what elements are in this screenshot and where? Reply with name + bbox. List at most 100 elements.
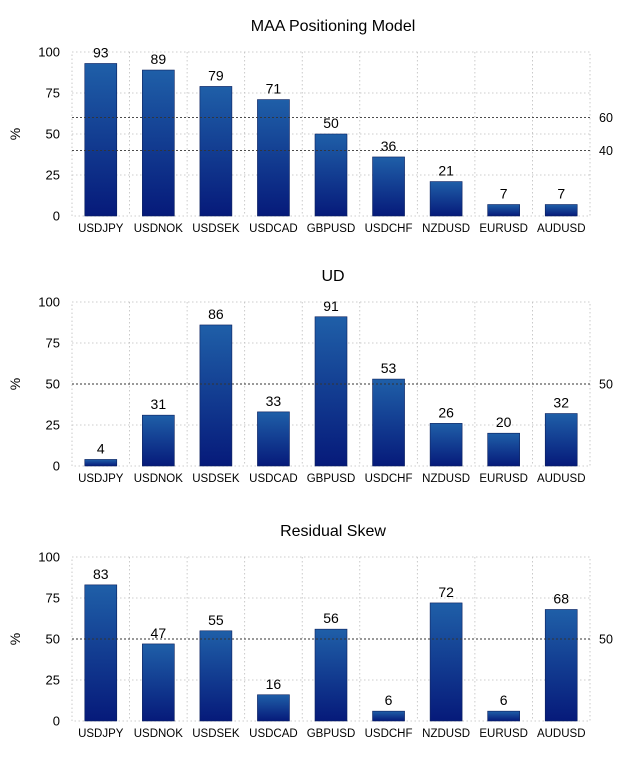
data-label: 72 xyxy=(438,584,454,600)
bar xyxy=(142,643,175,722)
data-label: 55 xyxy=(208,612,224,628)
category-label: USDJPY xyxy=(78,728,124,740)
bar xyxy=(372,156,405,217)
category-label: USDCAD xyxy=(249,728,298,740)
data-label: 16 xyxy=(266,676,282,692)
data-label: 26 xyxy=(438,404,454,420)
data-label: 20 xyxy=(496,414,512,430)
data-label: 86 xyxy=(208,306,224,322)
bar xyxy=(429,181,463,217)
bar xyxy=(84,584,118,722)
y-tick-label: 100 xyxy=(38,550,60,565)
bar xyxy=(142,414,175,467)
category-label: USDSEK xyxy=(192,223,240,235)
data-label: 6 xyxy=(385,692,393,708)
data-label: 36 xyxy=(381,138,397,154)
bar xyxy=(199,630,233,722)
category-label: GBPUSD xyxy=(307,473,356,485)
reference-line-label: 40 xyxy=(599,144,613,158)
bar xyxy=(257,411,290,467)
y-tick-label: 50 xyxy=(46,632,60,647)
y-axis-label: % xyxy=(7,633,23,645)
data-label: 31 xyxy=(151,396,167,412)
data-label: 4 xyxy=(97,440,105,456)
y-axis-label: % xyxy=(7,378,23,390)
data-label: 53 xyxy=(381,360,397,376)
y-tick-label: 100 xyxy=(38,295,60,310)
reference-line-label: 50 xyxy=(599,378,613,392)
data-label: 56 xyxy=(323,610,339,626)
category-label: GBPUSD xyxy=(307,223,356,235)
y-tick-label: 75 xyxy=(46,591,60,606)
category-label: NZDUSD xyxy=(422,728,470,740)
data-label: 47 xyxy=(151,625,167,641)
y-tick-label: 25 xyxy=(46,673,60,688)
category-label: USDSEK xyxy=(192,473,240,485)
data-label: 33 xyxy=(266,393,282,409)
bar xyxy=(544,609,578,722)
data-label: 93 xyxy=(93,44,109,60)
data-label: 7 xyxy=(500,186,508,202)
category-label: AUDUSD xyxy=(537,223,586,235)
data-label: 83 xyxy=(93,566,109,582)
data-label: 21 xyxy=(438,163,454,179)
data-label: 6 xyxy=(500,692,508,708)
y-tick-label: 75 xyxy=(46,336,60,351)
category-label: USDCAD xyxy=(249,473,298,485)
bar xyxy=(314,133,348,217)
bar xyxy=(544,204,578,217)
category-label: USDCHF xyxy=(365,728,413,740)
category-label: USDNOK xyxy=(134,473,184,485)
bar xyxy=(429,602,463,722)
bar xyxy=(544,413,578,467)
bar xyxy=(372,710,405,722)
bar xyxy=(257,694,290,722)
data-label: 68 xyxy=(553,590,569,606)
category-label: USDNOK xyxy=(134,728,184,740)
bar xyxy=(487,710,520,722)
category-label: AUDUSD xyxy=(537,473,586,485)
data-label: 89 xyxy=(151,51,167,67)
reference-line-label: 60 xyxy=(599,111,613,125)
category-label: USDCHF xyxy=(365,223,413,235)
category-label: USDJPY xyxy=(78,473,124,485)
category-label: USDCHF xyxy=(365,473,413,485)
data-label: 32 xyxy=(553,395,569,411)
y-tick-label: 0 xyxy=(53,459,60,474)
category-label: NZDUSD xyxy=(422,223,470,235)
bar xyxy=(199,324,233,467)
category-label: GBPUSD xyxy=(307,728,356,740)
bar xyxy=(84,63,118,217)
category-label: USDCAD xyxy=(249,223,298,235)
reference-line-label: 50 xyxy=(599,633,613,647)
bar xyxy=(314,628,348,722)
data-label: 71 xyxy=(266,81,282,97)
bar xyxy=(142,69,175,217)
y-axis-label: % xyxy=(7,128,23,140)
bar xyxy=(84,459,118,467)
category-label: EURUSD xyxy=(479,728,528,740)
category-label: NZDUSD xyxy=(422,473,470,485)
bar xyxy=(314,316,348,467)
chart-title: MAA Positioning Model xyxy=(251,18,416,35)
category-label: AUDUSD xyxy=(537,728,586,740)
category-label: USDSEK xyxy=(192,728,240,740)
bar xyxy=(487,204,520,217)
bar xyxy=(429,423,463,467)
y-tick-label: 100 xyxy=(38,45,60,60)
y-tick-label: 75 xyxy=(46,86,60,101)
chart-title: UD xyxy=(321,268,344,285)
bar xyxy=(372,378,405,467)
y-tick-label: 0 xyxy=(53,714,60,729)
data-label: 91 xyxy=(323,298,339,314)
bar xyxy=(257,99,290,217)
chart-title: Residual Skew xyxy=(280,523,386,540)
data-label: 79 xyxy=(208,67,224,83)
y-tick-label: 50 xyxy=(46,127,60,142)
data-label: 7 xyxy=(557,186,565,202)
category-label: EURUSD xyxy=(479,473,528,485)
category-label: USDNOK xyxy=(134,223,184,235)
data-label: 50 xyxy=(323,115,339,131)
